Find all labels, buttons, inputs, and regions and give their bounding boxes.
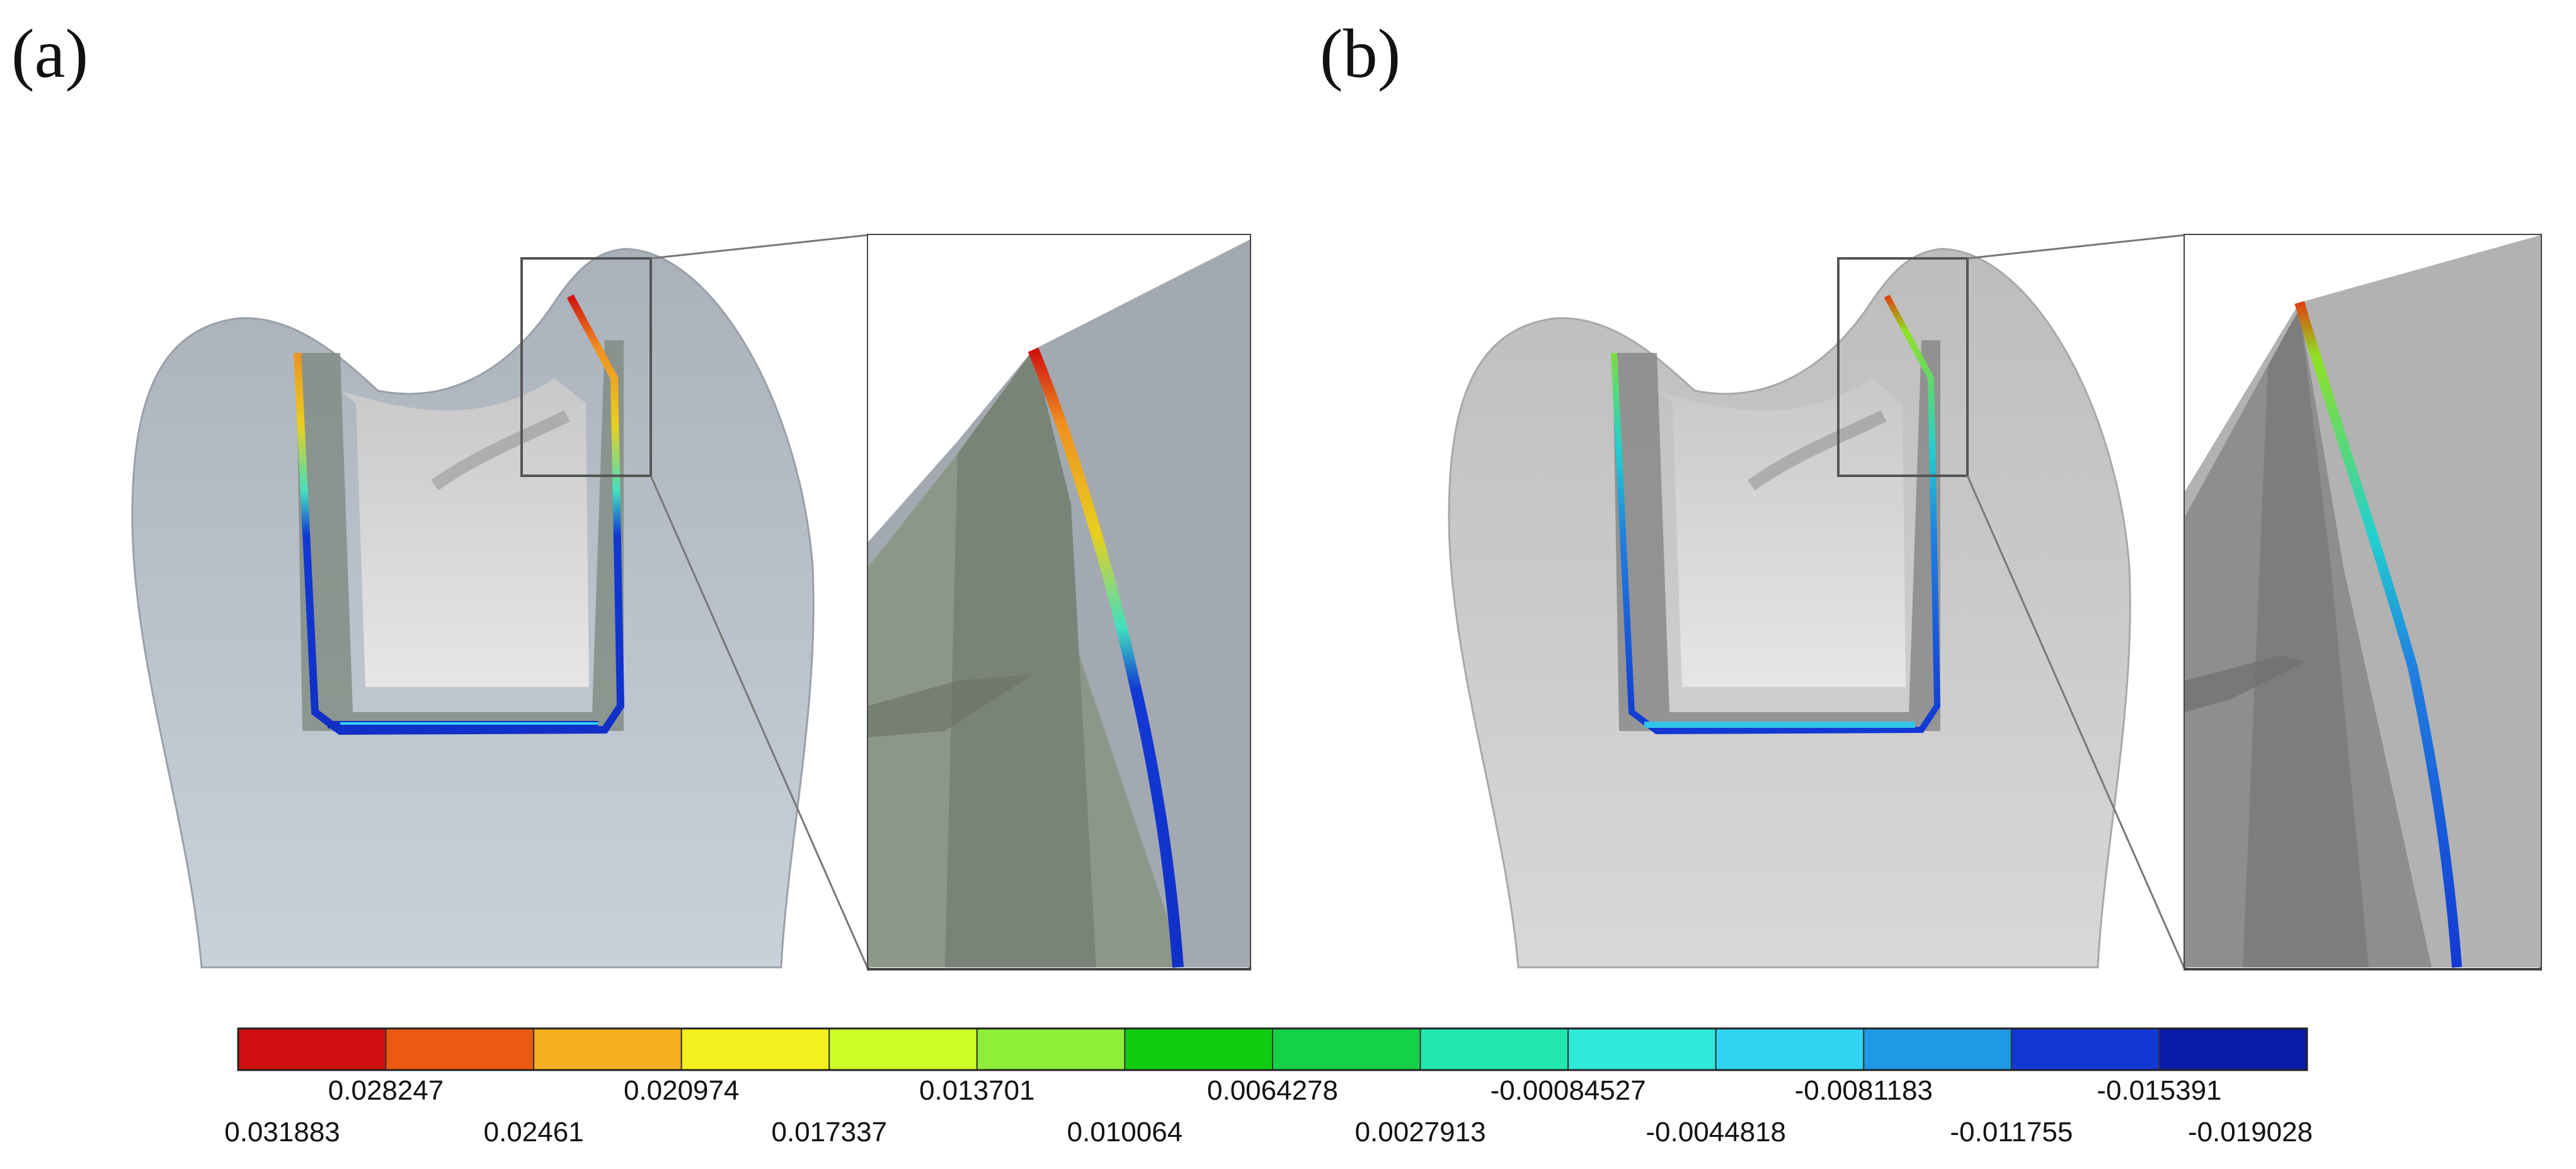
stress-band-a [294,294,625,735]
legend-swatch [680,1028,830,1071]
cavity-floor-b [1657,378,1906,687]
legend-swatch [1715,1028,1865,1071]
panel-label-b: (b) [1320,15,1401,92]
zoom-inset-a [867,234,1251,970]
zoom-box-b [1837,257,1969,477]
legend-swatch [1567,1028,1717,1071]
legend-tick-label: 0.010064 [1067,1117,1183,1148]
cavity-floor-a [340,378,589,687]
legend-frame [237,1027,2308,1071]
legend-swatch [976,1028,1126,1071]
legend-tick-label: -0.015391 [2097,1075,2222,1106]
stress-band-zoom-b [2294,301,2462,968]
legend-tick-label: -0.011755 [1950,1117,2073,1148]
tooth-model-b [1448,234,2186,970]
legend-swatch [1419,1028,1569,1071]
cavity-wall-a [296,340,624,731]
color-legend-bar [237,1027,2308,1071]
legend-tick-label: -0.0044818 [1646,1117,1787,1148]
legend-tick-label: -0.0081183 [1794,1075,1933,1106]
legend-swatch [238,1028,387,1071]
legend-tick-label: 0.013701 [919,1075,1035,1106]
legend-swatch [1124,1028,1274,1071]
legend-tick-label: 0.017337 [771,1117,888,1148]
zoom-box-a [520,257,652,477]
panel-label-a: (a) [11,15,89,92]
legend-tick-label: 0.028247 [328,1075,444,1106]
legend-tick-label: 0.020974 [623,1075,740,1106]
tooth-model-a [131,234,869,970]
cavity-wall-b [1613,340,1940,731]
legend-swatch [533,1028,682,1071]
legend-swatch [1272,1028,1421,1071]
legend-swatch [2158,1028,2308,1071]
legend-tick-label: -0.019028 [2187,1117,2313,1148]
legend-swatch [385,1028,535,1071]
zoom-inset-b [2184,234,2542,970]
legend-tick-label: 0.0064278 [1207,1075,1338,1106]
legend-swatch [828,1028,978,1071]
legend-swatch [1863,1028,2012,1071]
legend-tick-label: 0.02461 [483,1117,584,1148]
legend-swatch [2010,1028,2160,1071]
legend-tick-label: 0.031883 [224,1117,340,1148]
stress-band-b [1611,294,1941,735]
legend-tick-label: -0.00084527 [1490,1075,1646,1106]
legend-tick-label: 0.0027913 [1354,1117,1486,1148]
stress-band-zoom-a [1028,347,1184,968]
